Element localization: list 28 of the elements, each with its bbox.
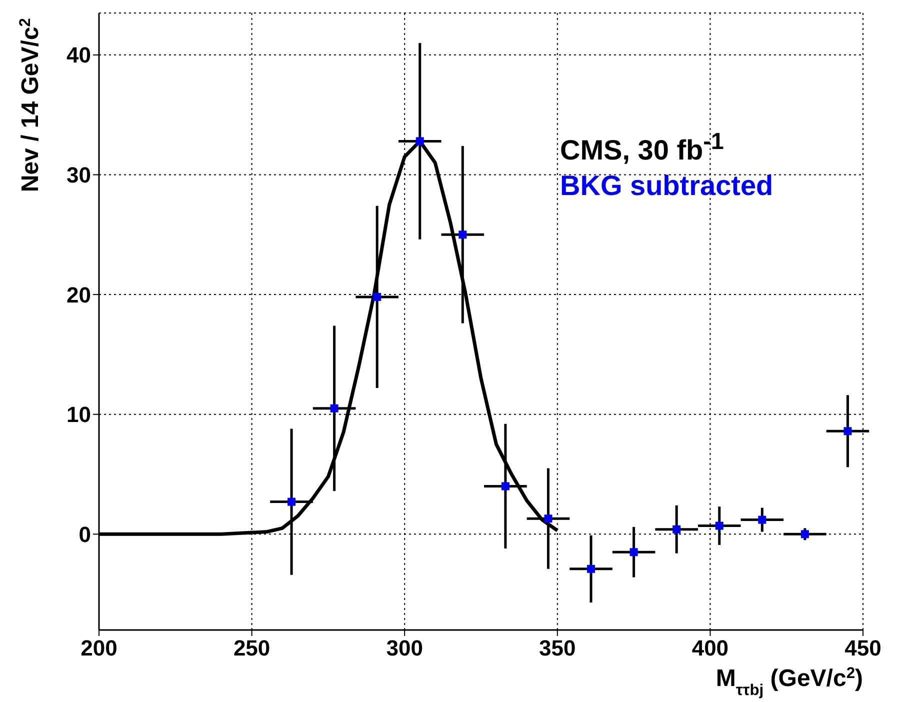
y-tick-label: 40 — [66, 42, 91, 68]
point — [715, 522, 724, 530]
y-tick-label: 30 — [66, 162, 91, 188]
y-tick-label: 0 — [78, 522, 91, 547]
point — [501, 482, 510, 490]
annotation: BKG subtracted — [560, 170, 774, 202]
y-tick-label: 20 — [66, 282, 91, 308]
y-tick-label: 10 — [66, 402, 91, 428]
point — [844, 427, 852, 436]
point — [758, 516, 766, 524]
x-tick-label: 350 — [539, 636, 576, 661]
x-axis-title: M$_{ττbj}$ (GeV/c$^{2}$) — [716, 664, 863, 698]
point — [544, 514, 552, 523]
x-tick-label: 400 — [692, 636, 729, 661]
point — [416, 137, 424, 146]
point — [373, 292, 382, 301]
point — [330, 404, 338, 412]
annotation: CMS, 30 fb$^{-1}$ — [560, 128, 724, 166]
point — [630, 548, 638, 556]
point — [288, 498, 296, 506]
point — [800, 530, 809, 538]
x-tick-label: 250 — [233, 636, 270, 661]
x-tick-label: 300 — [386, 636, 423, 661]
x-tick-label: 450 — [844, 636, 882, 661]
point — [672, 525, 681, 534]
point — [458, 230, 467, 239]
x-tick-label: 200 — [80, 636, 118, 661]
point — [587, 564, 596, 573]
